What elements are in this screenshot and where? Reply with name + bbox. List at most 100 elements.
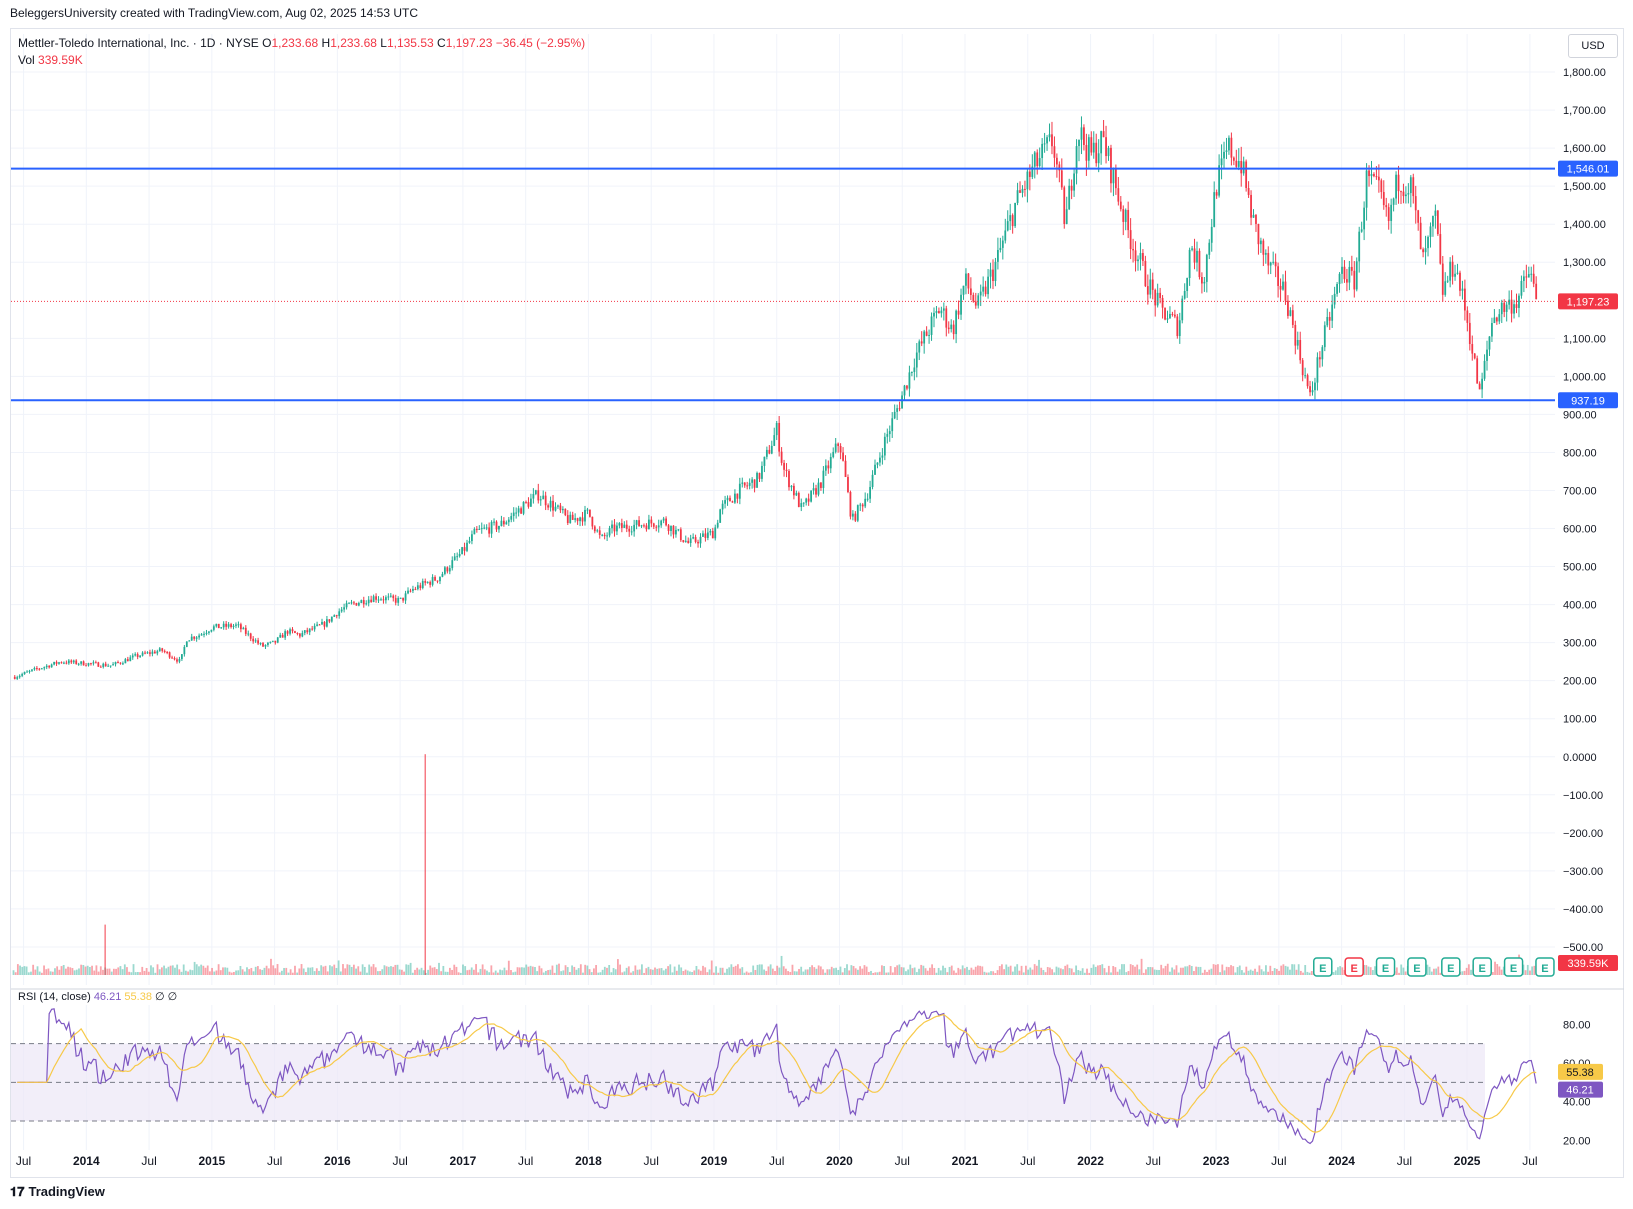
volume-bar — [14, 972, 17, 975]
volume-bar — [966, 966, 968, 975]
earnings-marker-label: E — [1541, 963, 1548, 975]
volume-bar — [51, 971, 54, 975]
candle-body — [419, 585, 422, 589]
volume-bar — [309, 967, 312, 975]
volume-bar — [1166, 963, 1169, 975]
candle-body — [264, 644, 267, 647]
candle-body — [203, 633, 205, 635]
volume-bar — [597, 972, 600, 975]
candle-body — [429, 581, 432, 585]
volume-bar — [1112, 966, 1115, 975]
candle-body — [1119, 201, 1122, 210]
candle-body — [1186, 277, 1189, 292]
volume-bar — [697, 969, 700, 975]
candle-body — [574, 518, 577, 520]
volume-bar — [1234, 972, 1237, 975]
candle-body — [866, 498, 869, 500]
volume-bar — [743, 972, 746, 975]
chart-frame — [10, 28, 1624, 1178]
candle-body — [23, 672, 26, 675]
volume-bar — [252, 971, 255, 975]
candle-body — [903, 385, 906, 396]
volume-bar — [527, 966, 530, 975]
candle-body — [1151, 279, 1154, 290]
candle-body — [1436, 210, 1439, 235]
volume-bar — [990, 971, 992, 975]
volume-bar — [1007, 966, 1010, 975]
volume-bar — [1057, 967, 1060, 975]
candle-body — [638, 520, 640, 527]
price-tick-label: 1,700.00 — [1563, 105, 1606, 117]
candle-body — [1454, 273, 1456, 277]
candle-body — [225, 623, 228, 627]
candle-body — [1220, 158, 1223, 166]
candle-body — [1291, 310, 1294, 325]
volume-bar — [553, 972, 556, 975]
volume-bar — [267, 968, 270, 975]
candle-body — [699, 536, 702, 544]
open-label: O — [262, 36, 272, 50]
candle-body — [92, 662, 95, 664]
candle-body — [660, 520, 663, 526]
volume-bar — [545, 970, 547, 975]
candle-body — [45, 665, 48, 668]
time-tick-label: 2019 — [701, 1154, 728, 1168]
candle-body — [1341, 266, 1343, 274]
level-label-box — [1558, 160, 1618, 177]
candle-body — [849, 491, 852, 517]
volume-bar — [481, 964, 484, 975]
volume-bar — [636, 969, 639, 975]
volume-bar — [560, 971, 563, 975]
volume-bar — [839, 966, 842, 975]
volume-bar — [1267, 971, 1270, 975]
candle-body — [350, 602, 353, 604]
candle-body — [1326, 317, 1329, 326]
candle-body — [284, 631, 287, 638]
candle-body — [780, 451, 783, 463]
candle-body — [765, 449, 768, 457]
volume-bar — [1066, 964, 1069, 975]
volume-bar — [726, 968, 728, 975]
time-tick-label: Jul — [1146, 1154, 1161, 1168]
volume-bar — [304, 972, 307, 975]
volume-bar — [1439, 972, 1442, 975]
volume-bar — [1116, 971, 1119, 975]
volume-bar — [1075, 965, 1078, 975]
candle-body — [294, 631, 296, 633]
volume-bar — [1079, 970, 1082, 975]
candle-body — [756, 472, 758, 488]
volume-bar — [682, 971, 685, 975]
candle-body — [569, 514, 572, 524]
volume-bar — [1138, 969, 1141, 975]
volume-bar — [1171, 967, 1174, 975]
volume-bar — [1097, 965, 1099, 975]
volume-bar — [1404, 971, 1407, 975]
candle-body — [974, 301, 977, 306]
volume-bar — [1402, 967, 1405, 975]
currency-button[interactable]: USD — [1568, 34, 1618, 58]
volume-bar — [1251, 970, 1254, 975]
volume-bar — [1090, 967, 1093, 975]
volume-bar — [948, 966, 951, 975]
level-label-box — [1558, 392, 1618, 409]
candle-body — [126, 659, 129, 662]
candle-body — [938, 311, 940, 314]
candle-body — [402, 597, 405, 601]
tradingview-brand[interactable]: 𝟏𝟕 TradingView — [10, 1184, 105, 1200]
candle-body — [362, 600, 365, 605]
candle-body — [987, 276, 989, 295]
volume-bar — [379, 971, 381, 975]
candle-body — [237, 624, 240, 626]
volume-bar — [865, 966, 868, 975]
volume-bar — [874, 972, 877, 975]
volume-bar — [813, 967, 816, 975]
candle-body — [1043, 143, 1046, 145]
volume-bar — [1003, 969, 1006, 975]
candle-body — [387, 596, 390, 598]
candle-body — [353, 602, 355, 604]
volume-bar — [1131, 965, 1134, 975]
volume-bar — [972, 969, 975, 975]
candle-body — [906, 385, 908, 389]
volume-bar — [38, 971, 41, 975]
